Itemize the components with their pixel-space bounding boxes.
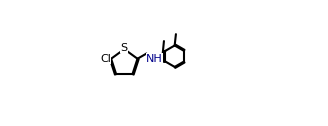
Text: Cl: Cl [100,54,111,64]
Text: NH: NH [146,54,163,64]
Text: S: S [121,43,128,53]
